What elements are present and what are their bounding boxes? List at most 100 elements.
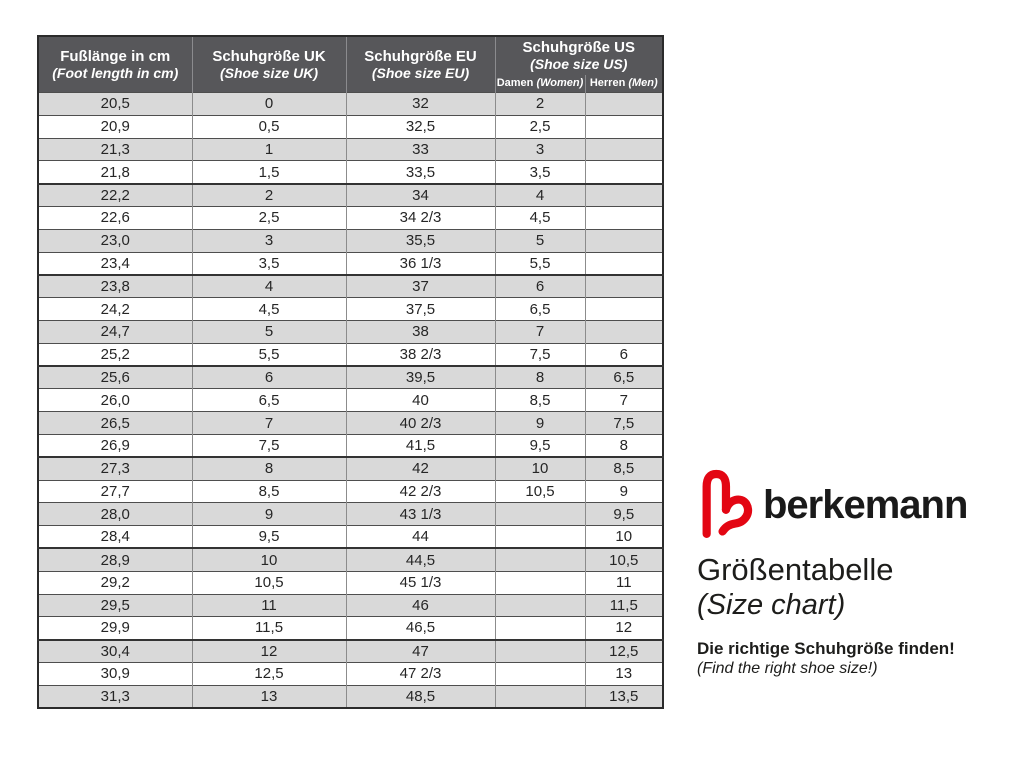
table-cell: 34 [345, 183, 495, 207]
table-cell: 10 [584, 525, 664, 550]
table-cell [494, 502, 585, 526]
table-cell: 3 [191, 228, 346, 253]
table-cell: 13 [584, 661, 664, 686]
table-cell: 42 2/3 [345, 479, 495, 503]
table-cell: 10 [191, 547, 346, 572]
table-cell: 20,9 [37, 114, 192, 139]
table-cell: 3 [494, 137, 585, 161]
berkemann-logo-icon [702, 469, 753, 538]
tagline: Die richtige Schuhgröße finden! [697, 639, 955, 658]
table-cell: 44,5 [345, 547, 495, 572]
table-cell: 30,4 [37, 639, 192, 663]
table-cell: 4,5 [494, 205, 585, 230]
table-cell: 42 [345, 456, 495, 481]
subcolumn-note: (Men) [628, 77, 658, 89]
table-row: 21,8 1,5 33,5 3,5 [37, 160, 664, 185]
table-cell [584, 297, 664, 321]
table-cell: 10,5 [494, 479, 585, 503]
table-cell: 23,0 [37, 228, 192, 253]
brand-wordmark: berkemann [763, 482, 968, 527]
table-cell: 5,5 [191, 342, 346, 368]
table-cell: 7,5 [494, 342, 585, 368]
table-cell: 41,5 [345, 433, 495, 459]
table-cell: 22,6 [37, 205, 192, 230]
column-header-label: Fußlänge in cm [60, 47, 171, 65]
table-cell: 5 [494, 228, 585, 253]
table-cell: 11,5 [191, 616, 346, 641]
table-cell: 9,5 [494, 433, 585, 459]
table-cell: 6,5 [584, 365, 664, 389]
table-cell: 12,5 [584, 639, 664, 663]
table-cell: 46 [345, 593, 495, 617]
table-cell: 38 [345, 319, 495, 344]
table-cell: 40 2/3 [345, 411, 495, 435]
table-cell [494, 639, 585, 663]
table-cell: 6 [584, 342, 664, 368]
table-header: Fußlänge in cm (Foot length in cm) Schuh… [37, 36, 664, 93]
table-cell [584, 205, 664, 230]
table-cell [584, 274, 664, 298]
table-cell: 26,9 [37, 433, 192, 459]
table-row: 27,7 8,5 42 2/3 10,5 9 [37, 479, 664, 503]
table-cell [584, 183, 664, 207]
table-row: 20,9 0,5 32,5 2,5 [37, 114, 664, 139]
table-cell: 3,5 [494, 160, 585, 185]
table-cell: 8 [494, 365, 585, 389]
table-cell: 31,3 [37, 684, 192, 709]
column-header-foot-length: Fußlänge in cm (Foot length in cm) [37, 36, 192, 93]
subcolumn-label: Herren [589, 77, 626, 89]
table-cell: 7,5 [191, 433, 346, 459]
table-cell: 8 [584, 433, 664, 459]
table-cell: 29,5 [37, 593, 192, 617]
tagline-translation: (Find the right shoe size!) [697, 660, 878, 677]
table-cell: 12,5 [191, 661, 346, 686]
table-row: 26,0 6,5 40 8,5 7 [37, 388, 664, 412]
column-header-label: Schuhgröße UK [212, 47, 326, 65]
table-cell: 10,5 [191, 570, 346, 595]
table-cell [494, 547, 585, 572]
table-row: 25,2 5,5 38 2/3 7,5 6 [37, 342, 664, 368]
table-cell: 29,9 [37, 616, 192, 641]
page-title: Größentabelle [697, 552, 894, 587]
table-cell: 24,2 [37, 297, 192, 321]
table-cell: 24,7 [37, 319, 192, 344]
table-cell: 40 [345, 388, 495, 412]
table-cell: 3,5 [191, 251, 346, 276]
table-cell: 33 [345, 137, 495, 161]
table-row: 25,6 6 39,5 8 6,5 [37, 365, 664, 389]
table-cell: 11,5 [584, 593, 664, 617]
table-row: 30,4 12 47 12,5 [37, 639, 664, 663]
table-cell: 44 [345, 525, 495, 550]
table-cell: 28,4 [37, 525, 192, 550]
table-cell [494, 525, 585, 550]
table-cell: 0,5 [191, 114, 346, 139]
column-header-sublabel: (Shoe size US) [530, 56, 628, 72]
table-cell: 25,2 [37, 342, 192, 368]
table-cell: 27,7 [37, 479, 192, 503]
column-header-us: Schuhgröße US (Shoe size US) [494, 36, 664, 75]
table-cell: 9,5 [191, 525, 346, 550]
table-cell: 5,5 [494, 251, 585, 276]
table-row: 31,3 13 48,5 13,5 [37, 684, 664, 709]
table-cell: 7,5 [584, 411, 664, 435]
table-cell: 46,5 [345, 616, 495, 641]
table-cell [584, 251, 664, 276]
table-row: 28,9 10 44,5 10,5 [37, 547, 664, 572]
table-cell: 13 [191, 684, 346, 709]
table-row: 26,9 7,5 41,5 9,5 8 [37, 433, 664, 459]
column-header-sublabel: (Shoe size EU) [371, 64, 470, 81]
size-chart-table: Fußlänge in cm (Foot length in cm) Schuh… [37, 35, 665, 710]
table-cell: 35,5 [345, 228, 495, 253]
table-cell: 8 [191, 456, 346, 481]
column-header-eu: Schuhgröße EU (Shoe size EU) [345, 36, 495, 93]
table-cell: 7 [191, 411, 346, 435]
table-row: 24,2 4,5 37,5 6,5 [37, 297, 664, 321]
table-cell: 12 [191, 639, 346, 663]
table-row: 23,8 4 37 6 [37, 274, 664, 298]
table-cell: 4,5 [191, 297, 346, 321]
table-row: 22,2 2 34 4 [37, 183, 664, 207]
table-cell [584, 160, 664, 185]
table-cell [584, 114, 664, 139]
table-cell: 39,5 [345, 365, 495, 389]
